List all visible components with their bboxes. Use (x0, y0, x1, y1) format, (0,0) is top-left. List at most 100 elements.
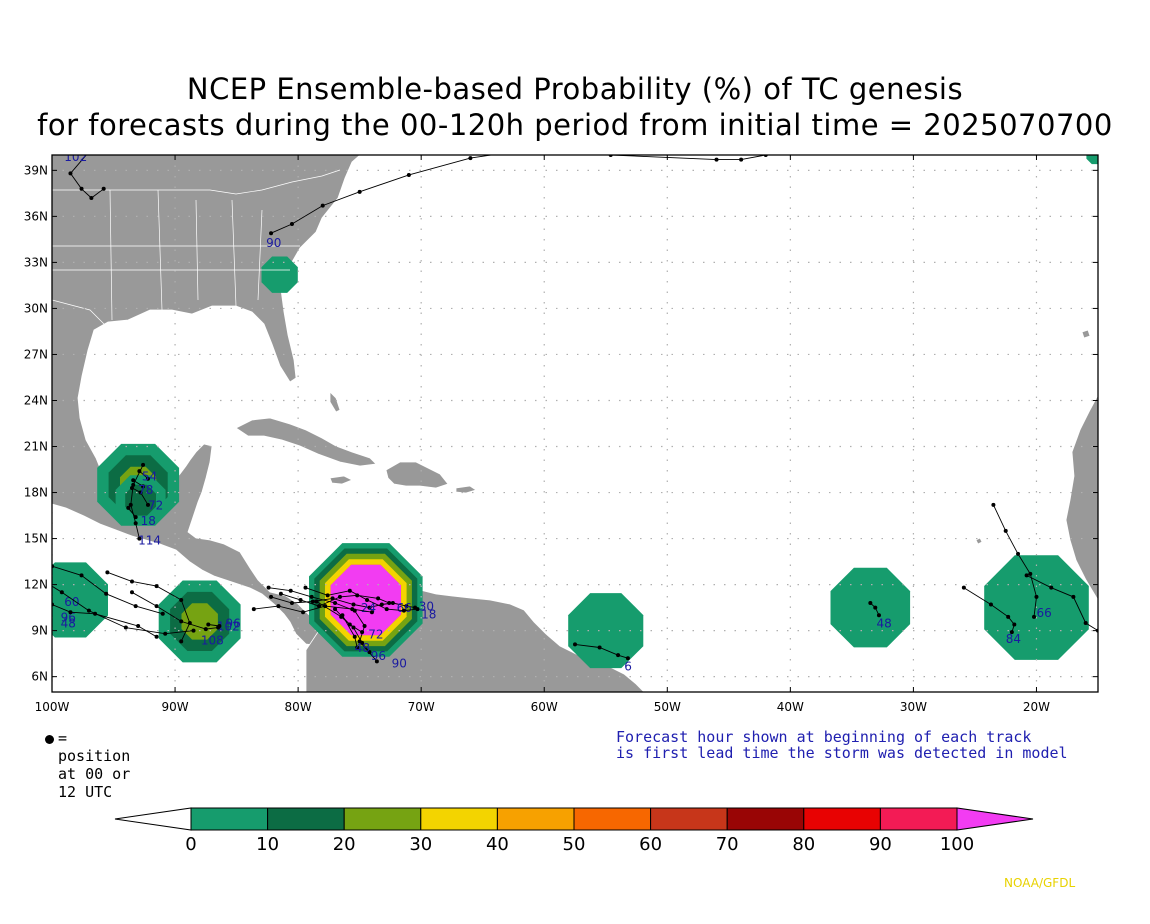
track-position-9-4 (163, 631, 168, 636)
lon-tick-label: 30W (900, 700, 927, 714)
track-position-0-2 (79, 186, 84, 191)
track-position-18-3 (333, 601, 338, 606)
track-lead-hour-11: 108 (201, 633, 224, 647)
colorbar-bin-30 (420, 807, 498, 831)
track-position-25-3 (1083, 620, 1088, 625)
track-position-1-3 (357, 189, 362, 194)
track-position-24-1 (1003, 528, 1008, 533)
lat-tick-label: 33N (24, 255, 48, 269)
track-position-15-6 (387, 601, 392, 606)
track-position-12-2 (179, 619, 184, 624)
border-us-canada (52, 169, 341, 195)
track-position-7-1 (145, 476, 150, 481)
lat-tick-label: 12N (24, 578, 48, 592)
track-position-19-4 (367, 650, 372, 655)
lat-tick-label: 36N (24, 209, 48, 223)
track-lead-hour-10: 48 (61, 617, 76, 631)
track-position-22-0 (573, 642, 577, 647)
probability-area-6-level-10 (830, 567, 911, 648)
track-position-1-0 (269, 231, 274, 236)
track-position-19-3 (360, 640, 365, 645)
track-position-18-5 (362, 624, 367, 629)
track-position-14-0 (269, 594, 274, 599)
track-position-16-2 (301, 610, 306, 615)
track-position-4-1 (138, 490, 143, 495)
lon-tick-label: 100W (35, 700, 70, 714)
colorbar-label-70: 70 (716, 834, 739, 855)
lon-tick-label: 20W (1023, 700, 1050, 714)
colorbar-label-30: 30 (409, 834, 432, 855)
track-position-16-1 (276, 604, 281, 609)
probability-area-1-level-20 (125, 484, 156, 516)
track-position-19-0 (314, 599, 319, 604)
land-cape-verde (975, 537, 983, 545)
track-position-8-4 (160, 611, 165, 616)
credit-label: NOAA/GFDL (1004, 876, 1076, 890)
track-position-5-1 (133, 515, 138, 520)
track-position-14-7 (390, 601, 395, 606)
track-position-22-2 (616, 653, 621, 658)
track-position-26-0 (961, 585, 966, 590)
track-position-2-1 (714, 157, 719, 162)
track-position-23-2 (876, 613, 881, 618)
lat-tick-label: 24N (24, 393, 48, 407)
track-position-11-5 (179, 639, 184, 644)
track-position-13-0 (206, 622, 211, 627)
track-position-15-1 (298, 597, 303, 602)
track-position-9-1 (59, 590, 64, 595)
track-position-1-4 (406, 172, 411, 177)
track-position-26-4 (1009, 630, 1014, 635)
track-position-26-1 (988, 602, 993, 607)
track-lead-hour-4: 72 (148, 498, 163, 512)
track-position-21-2 (355, 645, 360, 650)
track-position-22-1 (597, 645, 602, 650)
track-position-21-0 (340, 613, 345, 618)
track-position-3-4 (137, 536, 142, 541)
track-position-20-2 (360, 630, 365, 635)
track-position-10-2 (93, 611, 98, 616)
storm-track-11 (107, 571, 191, 642)
track-lead-hour-0: 102 (64, 150, 87, 164)
track-position-8-2 (104, 591, 109, 596)
probability-area-5-level-10 (568, 593, 644, 669)
track-position-15-5 (376, 596, 381, 601)
lat-tick-label: 30N (24, 301, 48, 315)
colorbar: 0 10 20 30 40 50 60 70 80 90 100 (114, 807, 1034, 855)
lat-tick-label: 39N (24, 163, 48, 177)
track-lead-hour-24: 66 (1036, 606, 1051, 620)
track-position-7-0 (137, 469, 142, 474)
colorbar-low-arrow (114, 807, 192, 831)
border-states-1 (52, 189, 300, 321)
track-position-18-2 (309, 594, 314, 599)
track-position-0-4 (101, 186, 106, 191)
land-hispaniola (385, 461, 449, 489)
land-cuba (235, 417, 377, 467)
track-lead-hour-6: 78 (138, 483, 153, 497)
state-borders (52, 169, 341, 341)
track-lead-hour-1: 90 (266, 236, 281, 250)
track-position-14-2 (310, 599, 315, 604)
track-position-1-1 (289, 222, 294, 227)
track-position-15-3 (337, 594, 342, 599)
lon-tick-label: 90W (161, 700, 188, 714)
track-lead-hour-18: 90 (392, 656, 407, 670)
track-lead-hour-19: 96 (371, 649, 386, 663)
lon-tick-label: 50W (654, 700, 681, 714)
track-position-17-0 (303, 585, 308, 590)
track-position-2-2 (739, 157, 744, 162)
track-position-24-3 (1028, 571, 1033, 576)
track-position-0-1 (68, 171, 73, 176)
track-position-23-1 (873, 605, 878, 610)
colorbar-label-20: 20 (333, 834, 356, 855)
storm-track-18 (268, 587, 378, 662)
colorbar-bin-60 (650, 807, 728, 831)
position-legend: = position at 00 or 12 UTC (45, 729, 130, 801)
track-lead-hour-14: 66 (397, 601, 412, 615)
land-jamaica (329, 475, 353, 485)
track-position-17-4 (384, 607, 389, 612)
colorbar-label-80: 80 (792, 834, 815, 855)
track-position-1-2 (320, 203, 325, 208)
track-position-18-0 (266, 585, 271, 590)
